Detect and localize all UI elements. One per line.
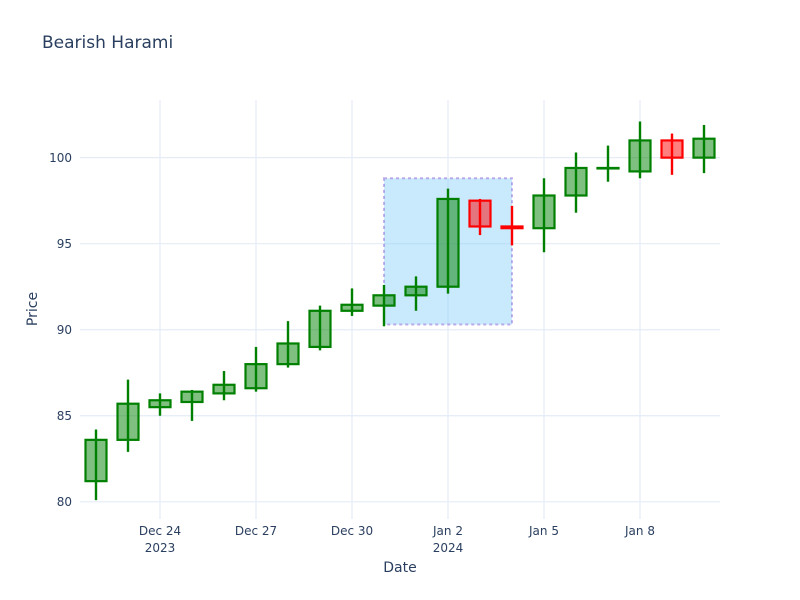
candle-2023-12-27[interactable]: [244, 346, 268, 392]
candle-2024-01-10[interactable]: [692, 124, 716, 174]
candle-2023-12-26[interactable]: [212, 371, 236, 401]
candle-body: [244, 363, 268, 390]
x-tick-label-line1: Jan 5: [529, 524, 559, 538]
candle-2024-01-02[interactable]: [436, 188, 460, 294]
x-tick-label-line1: Jan 2: [433, 524, 463, 538]
candle-2024-01-03[interactable]: [468, 198, 492, 236]
candle-2023-12-23[interactable]: [116, 379, 140, 452]
candle-2023-12-30[interactable]: [340, 288, 364, 316]
candle-body: [148, 399, 172, 409]
candle-body: [404, 285, 428, 297]
x-tick-label-line1: Dec 24: [138, 524, 182, 538]
candle-2023-12-28[interactable]: [276, 321, 300, 368]
y-tick-label-100: 100: [49, 150, 72, 165]
candle-body: [84, 438, 108, 483]
candle-body: [116, 402, 140, 441]
candle-body: [436, 197, 460, 288]
candle-body: [628, 139, 652, 173]
x-tick-label-line1: Jan 8: [625, 524, 655, 538]
candle-body: [276, 342, 300, 366]
chart-title: Bearish Harami: [42, 33, 174, 53]
candle-body: [212, 383, 236, 395]
x-tick-label-jan-2: Jan 2 2024: [403, 523, 493, 557]
candle-2023-12-25[interactable]: [180, 389, 204, 421]
y-tick-label-95: 95: [56, 236, 72, 251]
x-tick-label-dec-27: Dec 27: [211, 523, 301, 540]
candle-body: [180, 390, 204, 404]
candle-body: [340, 303, 364, 312]
plot-area: [80, 100, 720, 519]
candle-body: [564, 166, 588, 197]
y-tick-label-90: 90: [56, 322, 72, 337]
candle-body: [596, 166, 620, 170]
candle-body: [308, 309, 332, 349]
candle-2024-01-05[interactable]: [532, 178, 556, 253]
candle-2023-12-31[interactable]: [372, 284, 396, 327]
candle-body: [532, 194, 556, 230]
candle-2024-01-06[interactable]: [564, 152, 588, 213]
candle-2023-12-29[interactable]: [308, 305, 332, 351]
candle-body: [660, 139, 684, 159]
candle-body: [468, 199, 492, 228]
candle-2023-12-24[interactable]: [148, 393, 172, 416]
x-tick-label-jan-8: Jan 8: [595, 523, 685, 540]
x-tick-label-line1: Dec 27: [234, 524, 278, 538]
x-axis-title: Date: [383, 560, 417, 576]
y-tick-label-80: 80: [56, 494, 72, 509]
candle-2024-01-01[interactable]: [404, 276, 428, 311]
candle-body: [500, 225, 524, 230]
x-tick-label-dec-30: Dec 30: [307, 523, 397, 540]
candle-body: [692, 137, 716, 159]
x-tick-label-line1: Dec 30: [330, 524, 374, 538]
candle-body: [372, 294, 396, 307]
candle-2024-01-09[interactable]: [660, 133, 684, 175]
x-tick-label-jan-5: Jan 5: [499, 523, 589, 540]
y-tick-label-85: 85: [56, 408, 72, 423]
candle-2024-01-04[interactable]: [500, 205, 524, 246]
y-axis-title: Price: [25, 291, 41, 327]
candle-2023-12-22[interactable]: [84, 429, 108, 501]
x-tick-label-dec-24: Dec 24 2023: [115, 523, 205, 557]
candle-2024-01-08[interactable]: [628, 121, 652, 179]
candlestick-chart: [80, 100, 720, 519]
x-tick-label-line2: 2023: [144, 541, 176, 555]
candle-2024-01-07[interactable]: [596, 145, 620, 182]
x-tick-label-line2: 2024: [432, 541, 464, 555]
